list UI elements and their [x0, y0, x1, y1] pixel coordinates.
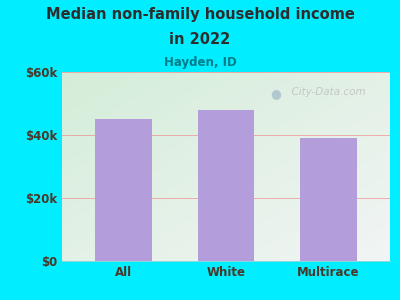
Text: City-Data.com: City-Data.com: [285, 87, 366, 97]
Text: Hayden, ID: Hayden, ID: [164, 56, 236, 68]
Bar: [300, 138, 357, 261]
Text: ●: ●: [270, 87, 281, 100]
Bar: [95, 119, 152, 261]
Text: in 2022: in 2022: [169, 32, 231, 46]
Bar: [198, 110, 254, 261]
Text: Median non-family household income: Median non-family household income: [46, 8, 354, 22]
